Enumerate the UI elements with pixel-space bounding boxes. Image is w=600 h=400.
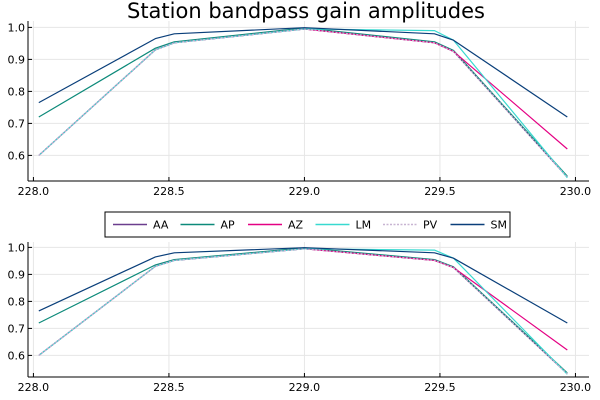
x-tick-label: 230.0 bbox=[560, 381, 592, 394]
y-tick-label: 0.6 bbox=[8, 349, 26, 362]
x-tick-label: 229.0 bbox=[289, 185, 321, 198]
series-line-sm bbox=[38, 27, 568, 118]
legend-label-pv: PV bbox=[423, 219, 438, 232]
series-line-sm bbox=[38, 247, 568, 324]
y-tick-label: 0.6 bbox=[8, 149, 26, 162]
y-tick-label: 1.0 bbox=[8, 241, 26, 254]
x-tick-label: 228.5 bbox=[153, 381, 185, 394]
series-line-az bbox=[38, 248, 568, 356]
x-tick-label: 229.5 bbox=[424, 381, 456, 394]
series-line-pv bbox=[38, 248, 568, 375]
chart-title: Station bandpass gain amplitudes bbox=[127, 0, 485, 23]
x-tick-label: 230.0 bbox=[560, 185, 592, 198]
y-tick-label: 0.7 bbox=[8, 117, 26, 130]
x-tick-label: 228.0 bbox=[18, 381, 50, 394]
legend-label-ap: AP bbox=[221, 219, 236, 232]
legend-label-sm: SM bbox=[491, 219, 507, 232]
legend-label-az: AZ bbox=[288, 219, 304, 232]
legend-box bbox=[104, 211, 511, 238]
legend-label-lm: LM bbox=[356, 219, 372, 232]
y-tick-label: 0.9 bbox=[8, 53, 26, 66]
x-tick-label: 228.5 bbox=[153, 185, 185, 198]
series-line-pv bbox=[38, 28, 568, 178]
legend-label-aa: AA bbox=[153, 219, 169, 232]
chart-panels: 228.0 228.5 229.0 229.5 230.0 0.6 0.7 0.8 0.9 1.0… bbox=[8, 21, 592, 394]
x-tick-label: 228.0 bbox=[18, 185, 50, 198]
series-line-ap bbox=[38, 27, 568, 177]
x-tick-label: 229.0 bbox=[289, 381, 321, 394]
chart-panel-1: 228.0 228.5 229.0 229.5 230.0 0.6 0.7 0.8 0.9 1.0 bbox=[8, 21, 592, 198]
y-tick-label: 1.0 bbox=[8, 21, 26, 34]
chart-panel-2: 228.0 228.5 229.0 229.5 230.0 0.6 0.7 0.8 0.9 1.0… bbox=[8, 211, 592, 394]
series-line-az bbox=[38, 28, 568, 156]
x-tick-label: 229.5 bbox=[424, 185, 456, 198]
series-line-ap bbox=[38, 247, 568, 374]
y-tick-label: 0.7 bbox=[8, 322, 26, 335]
y-tick-label: 0.9 bbox=[8, 268, 26, 281]
y-tick-label: 0.8 bbox=[8, 295, 26, 308]
y-tick-label: 0.8 bbox=[8, 85, 26, 98]
legend: AA AP AZ LM PV SM bbox=[104, 211, 511, 238]
